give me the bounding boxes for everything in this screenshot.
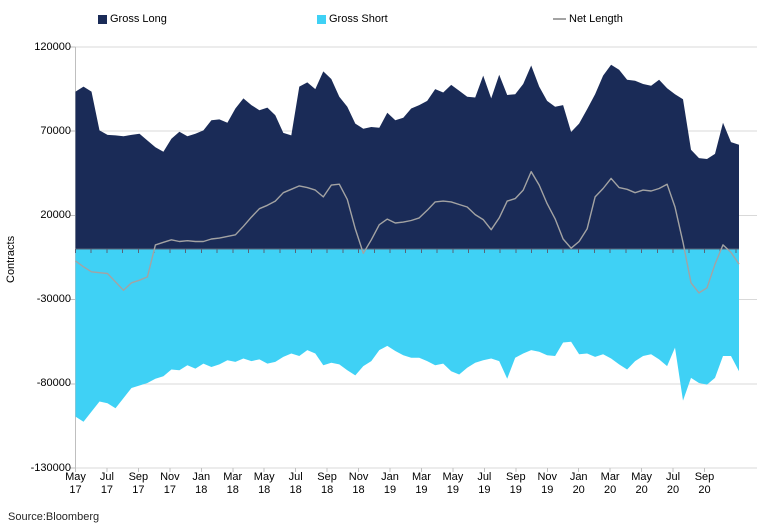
y-tick-label: -130000: [30, 461, 71, 474]
legend-item-gross-long: Gross Long: [98, 13, 167, 25]
x-tick-label: Mar 18: [223, 471, 243, 496]
x-tick-label: May 18: [253, 471, 275, 496]
gross-long-area: [75, 64, 739, 250]
legend-label: Net Length: [569, 13, 623, 25]
source-note: Source:Bloomberg: [8, 511, 100, 523]
x-tick-label: Nov 19: [537, 471, 558, 496]
legend-square-icon: [317, 14, 326, 24]
legend-label: Gross Long: [110, 13, 167, 25]
legend-square-icon: [98, 14, 107, 24]
x-tick-label: Mar 20: [600, 471, 620, 496]
x-tick-label: May 17: [65, 471, 86, 496]
legend-item-net-length: Net Length: [553, 13, 623, 25]
x-tick-label: Jan 20: [569, 471, 588, 496]
y-tick-label: -30000: [36, 293, 71, 306]
x-tick-label: Nov 17: [160, 471, 180, 496]
y-tick-label: -80000: [36, 377, 71, 390]
x-tick-label: Jul 19: [477, 471, 492, 496]
y-tick-label: 20000: [40, 208, 71, 221]
legend-item-gross-short: Gross Short: [317, 13, 388, 25]
gross-short-area: [75, 249, 739, 422]
x-tick-label: Sep 20: [694, 471, 715, 496]
x-tick-label: Jan 19: [381, 471, 399, 496]
y-tick-label: 70000: [40, 124, 71, 137]
x-tick-label: Jul 17: [99, 471, 114, 496]
y-tick-label: 120000: [34, 40, 71, 53]
x-tick-label: May 19: [442, 471, 464, 496]
x-tick-label: Jul 20: [666, 471, 681, 496]
x-tick-label: Mar 19: [411, 471, 431, 496]
net-length-line: [75, 170, 740, 294]
x-tick-label: Jan 18: [192, 471, 211, 496]
x-tick-label: Sep 18: [317, 471, 337, 496]
x-tick-label: Nov 18: [348, 471, 369, 496]
legend-label: Gross Short: [329, 13, 388, 25]
x-tick-label: May 20: [631, 471, 652, 496]
y-axis-title: Contracts: [5, 235, 17, 283]
x-tick-label: Sep 19: [506, 471, 526, 496]
x-tick-label: Jul 18: [288, 471, 303, 496]
legend-line-icon: [553, 18, 566, 20]
x-tick-label: Sep 17: [128, 471, 149, 496]
